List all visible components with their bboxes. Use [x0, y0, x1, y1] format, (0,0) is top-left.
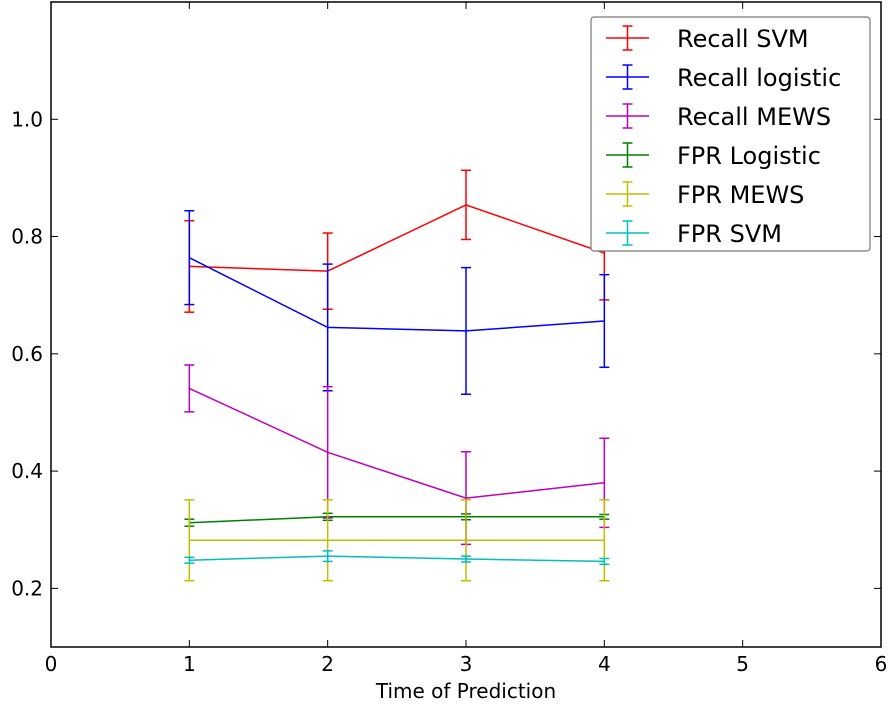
- data-point: [465, 539, 467, 542]
- x-tick-label: 6: [875, 652, 888, 676]
- data-point: [465, 330, 467, 332]
- data-point: [326, 326, 329, 329]
- x-tick-label: 2: [321, 652, 334, 676]
- series-line: [189, 555, 605, 563]
- legend-label: Recall SVM: [677, 25, 809, 53]
- legend-item: FPR SVM: [606, 220, 782, 248]
- y-tick-label: 0.4: [11, 459, 43, 483]
- legend-label: Recall logistic: [677, 64, 841, 92]
- data-point: [326, 555, 329, 557]
- series-line: [189, 204, 605, 272]
- legend-label: FPR Logistic: [677, 142, 821, 170]
- data-point: [188, 387, 191, 390]
- series-1: [184, 169, 610, 313]
- x-tick-label: 4: [598, 652, 611, 676]
- series-line: [188, 387, 605, 499]
- x-tick-label: 1: [183, 652, 196, 676]
- series-layer: [184, 169, 610, 582]
- y-tick-label: 0.8: [11, 225, 43, 249]
- series-4: [184, 512, 610, 527]
- y-tick-label: 0.6: [11, 342, 43, 366]
- data-point: [603, 252, 606, 254]
- data-point: [603, 539, 606, 542]
- legend-label: FPR MEWS: [677, 181, 804, 209]
- x-axis-label: Time of Prediction: [375, 679, 556, 703]
- data-point: [188, 256, 191, 259]
- data-point: [326, 451, 329, 454]
- y-tick-label: 0.2: [11, 576, 43, 600]
- data-point: [465, 497, 467, 499]
- data-point: [326, 539, 329, 542]
- legend: Recall SVM Recall logistic Recall MEWS FPR …: [590, 16, 871, 252]
- x-tick-label: 3: [460, 652, 473, 676]
- legend-label: FPR SVM: [677, 220, 782, 248]
- legend-item: FPR MEWS: [606, 181, 804, 209]
- x-tick-label: 0: [45, 652, 58, 676]
- series-6: [184, 550, 610, 566]
- y-tick-label: 1.0: [11, 107, 43, 131]
- series-3: [184, 364, 610, 546]
- data-point: [603, 320, 606, 322]
- ticks-layer: 0 1 2 3 4 5 6 0.2 0.4 0.6 0.8 1.0: [11, 2, 887, 676]
- legend-item: FPR Logistic: [606, 142, 821, 170]
- data-point: [188, 539, 191, 542]
- legend-box: [590, 16, 871, 252]
- series-line: [189, 516, 605, 524]
- series-2: [184, 209, 610, 396]
- data-point: [188, 559, 191, 562]
- legend-item: Recall logistic: [606, 64, 841, 92]
- legend-label: Recall MEWS: [677, 103, 831, 131]
- x-tick-label: 5: [736, 652, 749, 676]
- data-point: [465, 204, 467, 206]
- legend-item: Recall MEWS: [606, 103, 831, 131]
- data-point: [603, 482, 606, 484]
- series-line: [188, 257, 605, 332]
- data-point: [465, 558, 467, 560]
- series-5: [184, 499, 610, 582]
- legend-item: Recall SVM: [606, 25, 809, 53]
- data-point: [603, 560, 606, 563]
